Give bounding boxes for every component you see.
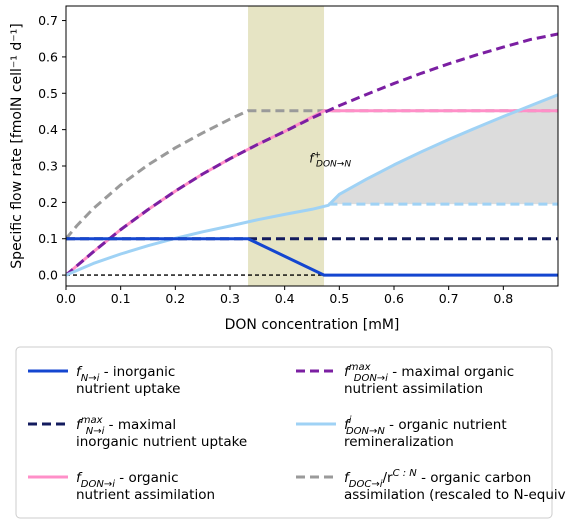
legend-label-don_i: fDON→i - organic (76, 470, 179, 490)
x-tick-label: 0.2 (165, 291, 185, 306)
remineralization-fill-area (328, 94, 558, 206)
y-tick-label: 0.7 (38, 13, 58, 28)
x-axis-title: DON concentration [mM] (225, 317, 400, 333)
legend-label-line2-n_i: nutrient uptake (76, 381, 181, 397)
y-tick-label: 0.3 (38, 159, 58, 174)
x-tick-label: 0.4 (275, 291, 295, 306)
y-tick-label: 0.2 (38, 195, 58, 210)
y-tick-label: 0.6 (38, 49, 58, 64)
legend-box (15, 346, 553, 519)
x-tick-label: 0.6 (384, 291, 404, 306)
y-tick-label: 0.5 (38, 86, 58, 101)
y-tick-label: 0.1 (38, 231, 58, 246)
legend-label-line2-n_i_max: inorganic nutrient uptake (76, 434, 247, 450)
legend-label-doc: fDOC→i/rC : N - organic carbon (344, 468, 531, 490)
legend-label-line2-don_i_max: nutrient assimilation (344, 381, 483, 397)
plot-frame (65, 5, 559, 287)
x-tick-label: 0.3 (220, 291, 240, 306)
x-tick-label: 0.0 (56, 291, 76, 306)
series-line-n_i (66, 237, 558, 277)
legend-label-n_i: fN→i - inorganic (76, 364, 175, 384)
legend-label-remin: fi DON→N - organic nutrient (344, 415, 507, 437)
y-tick-label: 0.0 (38, 268, 58, 283)
y-axis-title: Specific flow rate [fmolN cell⁻¹ d⁻¹] (9, 23, 25, 268)
x-tick-label: 0.5 (329, 291, 349, 306)
x-tick-label: 0.8 (493, 291, 513, 306)
legend-label-line2-remin: remineralization (344, 434, 454, 450)
legend-label-line2-doc: assimilation (rescaled to N-equiv.) (344, 487, 566, 503)
x-tick-label: 0.1 (111, 291, 131, 306)
y-tick-label: 0.4 (38, 122, 58, 137)
legend-label-line2-don_i: nutrient assimilation (76, 487, 215, 503)
legend-label-don_i_max: fmax DON→i - maximal organic (344, 362, 514, 384)
remineralization-annotation: f+ DON→N (309, 150, 351, 169)
series-line-don_i_max (66, 32, 558, 277)
x-tick-label: 0.7 (439, 291, 459, 306)
series-line-remin (66, 93, 558, 277)
legend-label-n_i_max: fmax N→i - maximal (76, 415, 176, 437)
